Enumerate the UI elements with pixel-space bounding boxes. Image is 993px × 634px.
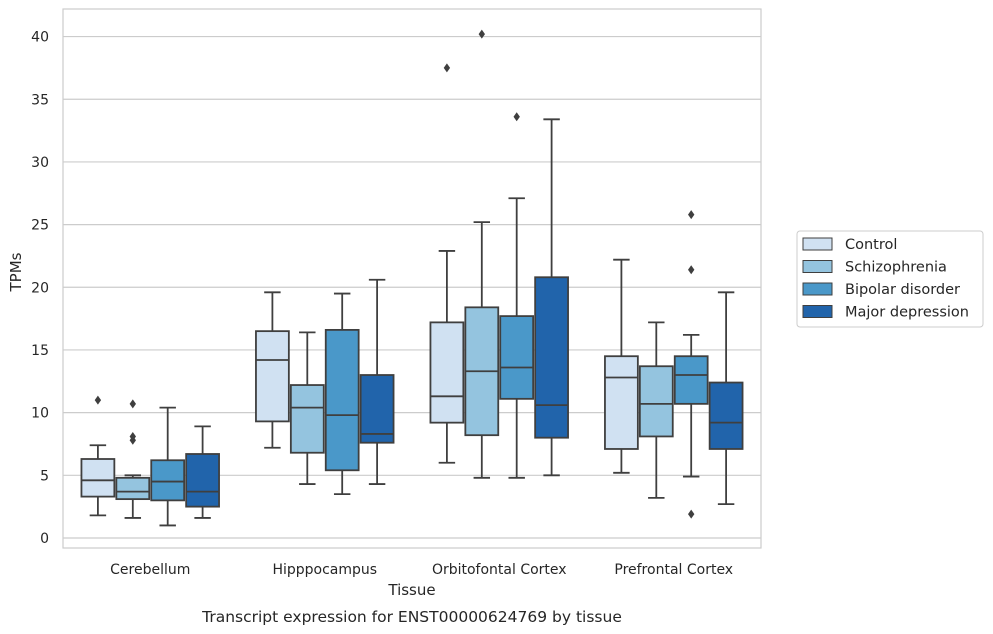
box-bipolar-disorder: [499, 112, 535, 479]
outlier-point: [688, 265, 695, 275]
outlier-point: [129, 431, 136, 441]
plot-frame: [62, 8, 762, 549]
y-tick-label: 30: [31, 155, 49, 171]
legend: Control Schizophrenia Bipolar disorder Majo…: [796, 230, 984, 328]
box-iqr: [185, 453, 220, 508]
y-tick-label: 25: [31, 218, 49, 234]
box-major-depression: [185, 425, 220, 519]
box-schizophrenia: [638, 321, 674, 499]
box-bipolar-disorder: [324, 292, 360, 496]
legend-swatch: [802, 282, 833, 296]
y-tick-label: 10: [31, 406, 49, 422]
box-iqr: [255, 330, 290, 423]
outlier-point: [688, 509, 695, 519]
box-schizophrenia: [115, 399, 151, 519]
legend-label: Major depression: [845, 305, 969, 321]
y-tick-label: 15: [31, 343, 49, 359]
outlier-point: [129, 399, 136, 409]
outlier-point: [478, 29, 485, 39]
y-tick-label: 40: [31, 30, 49, 46]
box-iqr: [324, 328, 360, 472]
box-iqr: [150, 459, 186, 502]
box-schizophrenia: [289, 331, 325, 485]
y-tick-labels: 0 5 10 15 20 25 30 35 40: [31, 30, 49, 547]
legend-swatch: [802, 305, 833, 318]
outlier-point: [94, 395, 102, 405]
box-iqr: [289, 384, 325, 454]
y-tick-label: 5: [40, 468, 49, 484]
box-control: [255, 291, 290, 449]
box-iqr: [604, 355, 639, 450]
box-iqr: [429, 321, 465, 424]
chart-caption: Transcript expression for ENST0000062476…: [201, 608, 622, 626]
box-iqr: [708, 381, 744, 450]
outlier-point: [443, 63, 451, 73]
box-schizophrenia: [464, 29, 500, 479]
box-iqr: [638, 365, 674, 438]
box-control: [429, 63, 465, 464]
box-iqr: [534, 276, 569, 439]
box-iqr: [359, 374, 395, 444]
legend-swatch: [802, 237, 833, 251]
legend-label: Bipolar disorder: [845, 282, 960, 298]
box-iqr: [673, 355, 709, 405]
box-control: [80, 395, 116, 517]
x-axis-label: Tissue: [387, 581, 435, 599]
y-axis-label: TPMs: [7, 252, 25, 292]
box-iqr: [80, 458, 116, 498]
outlier-point: [513, 112, 520, 122]
y-tick-label: 35: [31, 92, 49, 108]
legend-swatch: [802, 260, 833, 273]
x-tick-label: Prefrontal Cortex: [614, 562, 733, 578]
box-major-depression: [359, 278, 395, 485]
legend-frame: [796, 230, 984, 328]
outlier-point: [688, 210, 695, 220]
x-tick-label: Hipppocampus: [272, 562, 377, 578]
box-major-depression: [534, 118, 569, 477]
box-bipolar-disorder: [673, 210, 709, 519]
x-tick-label: Orbitofontal Cortex: [432, 562, 567, 578]
y-tick-label: 0: [40, 531, 49, 547]
legend-label: Control: [845, 237, 897, 253]
box-iqr: [499, 315, 535, 400]
box-iqr: [115, 476, 151, 501]
y-tick-label: 20: [31, 280, 49, 296]
x-tick-labels: Cerebellum Hipppocampus Orbitofontal Corte…: [110, 562, 733, 578]
box-major-depression: [708, 291, 744, 506]
box-bipolar-disorder: [150, 406, 186, 527]
x-tick-label: Cerebellum: [110, 562, 190, 578]
box-series: [80, 29, 744, 527]
legend-label: Schizophrenia: [845, 260, 947, 276]
box-control: [604, 258, 639, 474]
